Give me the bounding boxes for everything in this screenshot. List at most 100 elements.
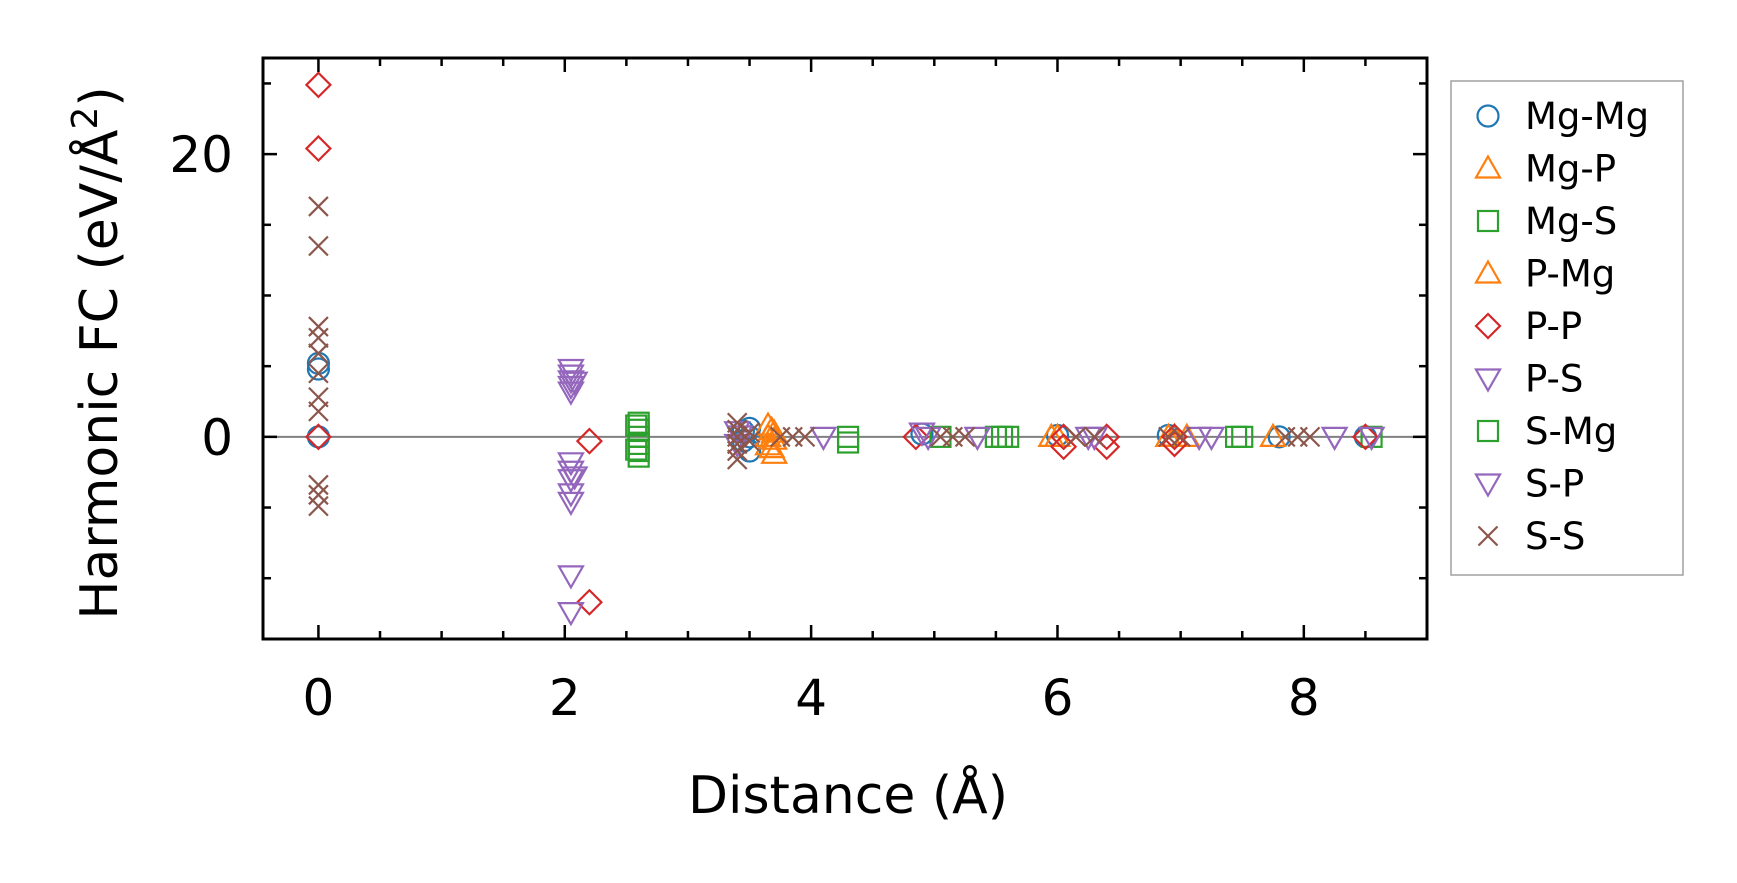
- x-tick-label: 8: [1288, 669, 1320, 727]
- data-point: [726, 440, 748, 462]
- legend-label: Mg-S: [1525, 200, 1617, 243]
- series-s-p: [560, 371, 1386, 491]
- series-s-mg: [625, 414, 1254, 461]
- data-point: [557, 381, 585, 406]
- legend-marker: [1476, 419, 1500, 443]
- legend-item: P-P: [1474, 305, 1582, 348]
- y-tick-label: 0: [201, 409, 233, 467]
- data-point: [306, 351, 331, 375]
- y-axis-label-close: ): [70, 86, 130, 106]
- data-point: [308, 196, 329, 217]
- data-point: [625, 414, 648, 437]
- data-point: [560, 466, 589, 491]
- data-point: [794, 426, 816, 448]
- y-axis-label-main: Harmonic FC (eV/Å: [68, 129, 130, 620]
- series-p-p: [304, 71, 1379, 616]
- data-point: [308, 316, 329, 337]
- data-point: [757, 433, 786, 459]
- legend-item: Mg-Mg: [1476, 95, 1649, 138]
- data-point: [308, 495, 329, 517]
- data-point: [627, 445, 650, 468]
- legend-item: P-S: [1474, 358, 1583, 401]
- legend-marker: [1474, 368, 1502, 393]
- data-point: [557, 565, 585, 590]
- legend-marker: [1477, 525, 1499, 547]
- data-point: [304, 134, 332, 163]
- data-point: [1160, 423, 1189, 451]
- y-tick-label: 20: [169, 126, 233, 184]
- data-point: [575, 427, 603, 455]
- legend-item: S-Mg: [1476, 410, 1617, 453]
- legend-label: P-Mg: [1525, 253, 1615, 296]
- data-point: [308, 484, 329, 506]
- data-point: [308, 474, 329, 496]
- data-point: [557, 602, 585, 627]
- data-point: [902, 423, 930, 451]
- data-point: [560, 371, 589, 396]
- data-point: [726, 449, 748, 470]
- legend-item: Mg-P: [1474, 148, 1616, 191]
- y-axis-label-superscript: 2: [65, 107, 106, 130]
- data-point: [1259, 422, 1287, 447]
- x-tick-label: 0: [303, 669, 335, 727]
- x-tick-label: 2: [549, 669, 581, 727]
- plot-area: [263, 71, 1427, 627]
- data-point: [304, 423, 332, 451]
- legend-label: Mg-P: [1525, 148, 1616, 191]
- data-point: [739, 430, 760, 452]
- data-point: [308, 235, 329, 257]
- data-point: [1065, 426, 1087, 448]
- legend-label: S-Mg: [1525, 410, 1617, 453]
- data-point: [954, 426, 976, 448]
- data-point: [1267, 425, 1291, 449]
- legend-label: P-S: [1525, 358, 1583, 401]
- data-point: [557, 491, 585, 517]
- x-tick-label: 6: [1042, 669, 1074, 727]
- data-point: [739, 422, 760, 443]
- series-p-s: [557, 358, 1349, 627]
- data-point: [1357, 426, 1386, 452]
- legend-marker: [1474, 259, 1502, 284]
- series-s-s: [308, 196, 1321, 517]
- data-point: [914, 426, 943, 452]
- legend-item: S-S: [1477, 515, 1585, 558]
- data-point: [836, 431, 860, 454]
- series-mg-mg: [306, 351, 1378, 463]
- legend-marker: [1474, 312, 1502, 340]
- data-point: [308, 327, 329, 349]
- data-point: [963, 426, 992, 452]
- data-point: [1170, 426, 1191, 448]
- legend-marker: [1474, 154, 1502, 179]
- data-point: [557, 452, 585, 477]
- axes: 0 2 4 6 8 0 20: [169, 56, 1429, 727]
- data-point: [304, 71, 332, 99]
- legend-marker: [1476, 209, 1500, 233]
- legend-marker: [1476, 104, 1500, 128]
- data-point: [575, 588, 603, 616]
- y-axis-label: Harmonic FC (eV/Å2): [65, 86, 130, 619]
- data-point: [1197, 426, 1226, 452]
- data-point: [809, 426, 838, 452]
- data-point: [557, 469, 585, 494]
- legend-label: Mg-Mg: [1525, 95, 1649, 138]
- data-point: [1084, 426, 1105, 448]
- data-point: [757, 415, 786, 440]
- legend-marker: [1474, 473, 1502, 498]
- legend-item: S-P: [1474, 463, 1584, 506]
- data-point: [308, 401, 329, 422]
- data-point: [1351, 423, 1379, 451]
- data-point: [557, 483, 585, 508]
- plot-frame: [261, 56, 1429, 641]
- data-point: [625, 438, 648, 461]
- data-point: [1050, 433, 1078, 461]
- legend-label: S-S: [1525, 515, 1585, 558]
- x-tick-label: 4: [795, 669, 827, 727]
- legend-item: Mg-S: [1476, 200, 1617, 243]
- legend: Mg-Mg Mg-P Mg-S P-Mg P-P P-S S-Mg S-P S-S: [1450, 80, 1684, 576]
- legend-item: P-Mg: [1474, 253, 1615, 296]
- data-point: [1093, 433, 1121, 461]
- data-point: [908, 422, 936, 447]
- data-point: [308, 362, 329, 384]
- legend-label: S-P: [1525, 463, 1584, 506]
